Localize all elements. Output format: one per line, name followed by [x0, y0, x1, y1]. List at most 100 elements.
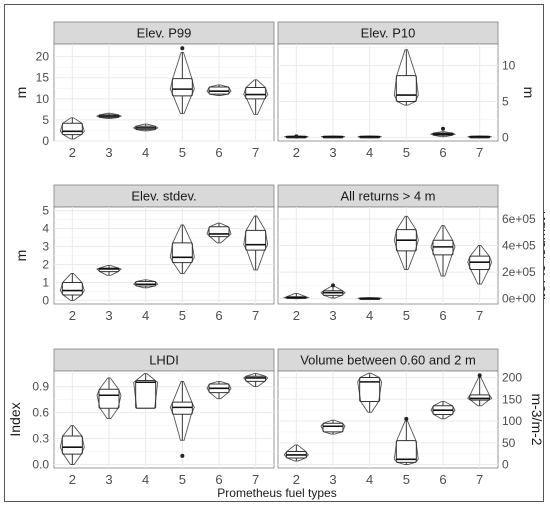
- x-tick-label: 2: [293, 145, 300, 160]
- x-tick-label: 7: [476, 472, 483, 487]
- outlier-point: [477, 373, 482, 378]
- x-tick-label: 6: [439, 308, 446, 323]
- panel-5: LHDI 0.0 0.3 0.6 0.9 Index 2 3 4 5 6 7: [7, 348, 275, 487]
- x-tick-label: 7: [252, 145, 259, 160]
- box: [61, 122, 83, 136]
- box: [98, 388, 120, 409]
- violin-shape: [243, 79, 269, 115]
- y-tick-label: 0: [502, 130, 509, 144]
- violin-shape: [206, 222, 232, 244]
- outlier-point: [441, 126, 445, 131]
- x-tick-label: 3: [329, 308, 336, 323]
- box: [98, 267, 120, 273]
- facet-title: All returns > 4 m: [340, 189, 435, 204]
- y-tick-label: 15: [36, 71, 50, 85]
- y-axis-title: m: [13, 87, 29, 99]
- y-tick-label: 0.0: [32, 458, 49, 472]
- outlier-point: [404, 416, 409, 421]
- y-tick-label: 1: [42, 275, 49, 289]
- y-tick-label: 200: [502, 371, 522, 385]
- x-tick-label: 3: [329, 145, 336, 160]
- box: [359, 377, 381, 402]
- y-tick-label: 6e+05: [502, 212, 536, 226]
- y-tick-label: 0e+00: [502, 292, 536, 306]
- facet-title: Elev. P99: [137, 26, 192, 41]
- violin-shape: [169, 51, 195, 115]
- x-tick-label: 4: [142, 145, 149, 160]
- x-tick-label: 5: [179, 472, 186, 487]
- x-tick-label: 6: [215, 145, 222, 160]
- x-tick-label: 3: [105, 472, 112, 487]
- x-tick-label: 7: [476, 308, 483, 323]
- panel-background: [277, 43, 499, 142]
- y-tick-label: 5: [502, 94, 509, 108]
- y-tick-label: 0: [42, 293, 49, 307]
- x-tick-label: 7: [476, 145, 483, 160]
- y-tick-label: 4e+05: [502, 239, 536, 253]
- box: [245, 229, 267, 251]
- panel-4: All returns > 4 m 0e+00 2e+05 4e+05 6e+05 Num…: [277, 184, 550, 323]
- y-tick-label: 20: [36, 50, 50, 64]
- y-axis-title: Number of ret.: [541, 211, 545, 300]
- panel-6: Volume between 0.60 and 2 m 0 50 100 150 200 m…: [277, 348, 545, 487]
- x-tick-label: 2: [69, 145, 76, 160]
- y-tick-label: 10: [36, 92, 50, 106]
- box: [61, 435, 83, 455]
- violin-shape: [59, 425, 85, 465]
- violin-shape: [169, 224, 195, 274]
- box: [61, 281, 83, 296]
- panel-3: Elev. stdev. 0 1 2 3 4 5 m 2 3 4 5 6 7: [13, 184, 275, 323]
- y-axis-title: m: [521, 87, 537, 99]
- violin-shape: [357, 372, 383, 413]
- y-axis-title: m: [13, 250, 29, 262]
- x-tick-label: 4: [142, 308, 149, 323]
- box: [135, 380, 157, 409]
- x-tick-label: 6: [215, 472, 222, 487]
- outlier-point: [180, 453, 185, 458]
- x-tick-label: 7: [252, 308, 259, 323]
- panel-background: [53, 370, 275, 469]
- violin-shape: [243, 215, 269, 271]
- facet-title: Volume between 0.60 and 2 m: [300, 353, 476, 368]
- facet-title: LHDI: [149, 353, 179, 368]
- y-tick-label: 0.9: [32, 380, 49, 394]
- violin-shape: [206, 380, 232, 400]
- x-tick-label: 2: [69, 308, 76, 323]
- x-tick-label: 6: [439, 472, 446, 487]
- x-tick-label: 5: [403, 308, 410, 323]
- facet-title: Elev. stdev.: [131, 189, 196, 204]
- y-tick-label: 0: [502, 458, 509, 472]
- violin-shape: [430, 225, 456, 277]
- panel-2: Elev. P10 0 5 10 m 2 3 4 5 6 7: [277, 21, 537, 160]
- y-tick-label: 50: [502, 436, 516, 450]
- x-tick-label: 5: [179, 145, 186, 160]
- x-axis-title: Prometheus fuel types: [217, 486, 336, 500]
- violin-shape: [393, 420, 419, 465]
- y-tick-label: 10: [502, 59, 516, 73]
- box: [171, 78, 193, 97]
- x-tick-label: 4: [366, 472, 373, 487]
- x-tick-label: 7: [252, 472, 259, 487]
- y-tick-label: 5: [42, 204, 49, 218]
- outlier-point: [180, 46, 185, 51]
- y-tick-label: 4: [42, 222, 49, 236]
- y-tick-label: 0: [42, 134, 49, 148]
- y-tick-label: 100: [502, 414, 522, 428]
- y-tick-label: 0.3: [32, 432, 49, 446]
- box: [245, 86, 267, 100]
- x-tick-label: 5: [179, 308, 186, 323]
- violin-shape: [169, 380, 195, 441]
- y-axis-title: Index: [7, 402, 23, 436]
- x-tick-label: 6: [439, 145, 446, 160]
- y-axis-title: m-3/m-2: [529, 393, 545, 445]
- y-tick-label: 2e+05: [502, 265, 536, 279]
- x-tick-label: 4: [142, 472, 149, 487]
- violin-shape: [283, 444, 309, 462]
- violin-shape: [59, 273, 85, 301]
- figure: Prometheus fuel types Elev. P99 0 5 10 15 20 m…: [4, 4, 550, 502]
- x-tick-label: 2: [293, 472, 300, 487]
- x-tick-label: 3: [329, 472, 336, 487]
- box: [171, 401, 193, 415]
- panel-background: [53, 43, 275, 142]
- x-tick-label: 4: [366, 308, 373, 323]
